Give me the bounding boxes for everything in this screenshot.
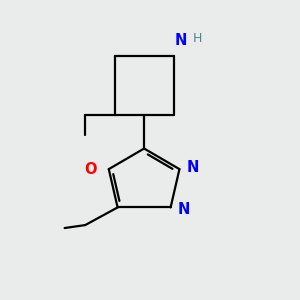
Text: N: N [187,160,199,175]
Text: N: N [175,33,188,48]
Text: O: O [85,162,97,177]
Text: N: N [178,202,190,217]
Text: H: H [193,32,202,46]
